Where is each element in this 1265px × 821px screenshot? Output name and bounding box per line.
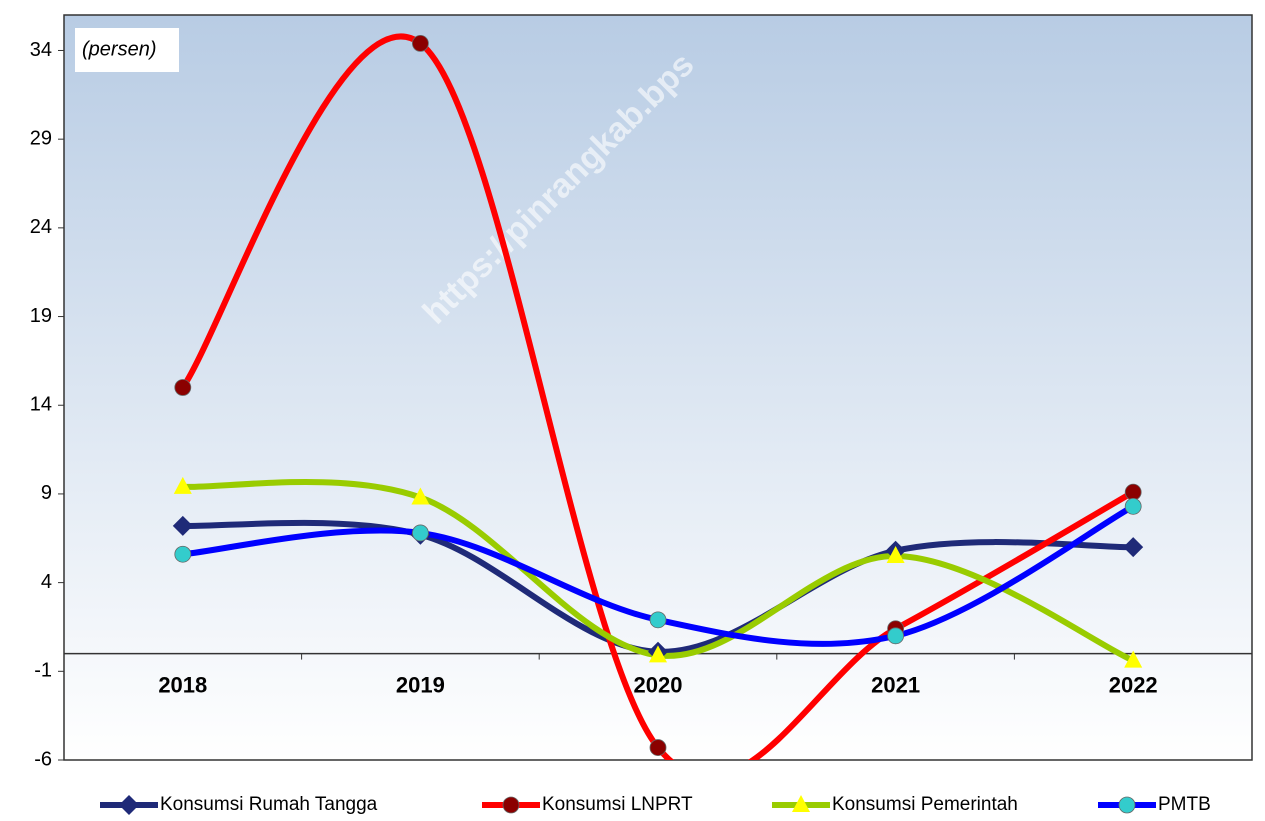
marker [649, 611, 667, 629]
marker [1118, 796, 1136, 814]
x-tick-label: 2020 [634, 672, 683, 697]
marker [886, 546, 905, 564]
annotation-box [75, 28, 179, 72]
annotation: (persen) [82, 38, 156, 60]
plot-area [63, 14, 1253, 761]
marker [174, 379, 192, 396]
y-tick-label: 24 [30, 216, 52, 238]
marker [1124, 483, 1142, 501]
legend-label: Konsumsi Rumah Tangga [160, 794, 378, 815]
marker [1123, 537, 1144, 558]
legend-label: PMTB [1158, 794, 1211, 815]
marker [1124, 497, 1142, 515]
marker [173, 476, 192, 494]
marker [172, 515, 193, 536]
legend-label: Konsumsi Pemerintah [832, 794, 1018, 815]
x-tick-label: 2021 [871, 672, 920, 697]
marker [411, 34, 429, 52]
marker [502, 796, 520, 814]
y-tick-label: 4 [41, 571, 52, 593]
marker [1124, 650, 1143, 668]
marker [649, 739, 667, 756]
series-line [179, 33, 1137, 760]
y-tick-label: -6 [34, 748, 52, 770]
series-layer [172, 33, 1144, 760]
y-tick-label: -1 [34, 660, 52, 682]
marker [792, 795, 810, 812]
y-tick-label: 9 [41, 482, 52, 504]
y-tick-label: 19 [30, 305, 52, 327]
legend-label: Konsumsi LNPRT [542, 794, 693, 815]
x-tick-label: 2019 [396, 672, 445, 697]
y-tick-label: 34 [30, 39, 52, 61]
marker [174, 545, 192, 563]
marker [887, 627, 904, 645]
x-tick-label: 2022 [1109, 672, 1158, 697]
marker [411, 524, 429, 542]
marker [411, 487, 430, 505]
x-tick-label: 2018 [158, 672, 207, 697]
y-tick-label: 14 [30, 394, 52, 416]
marker [119, 795, 139, 815]
marker [649, 645, 667, 663]
y-tick-label: 29 [30, 127, 52, 149]
